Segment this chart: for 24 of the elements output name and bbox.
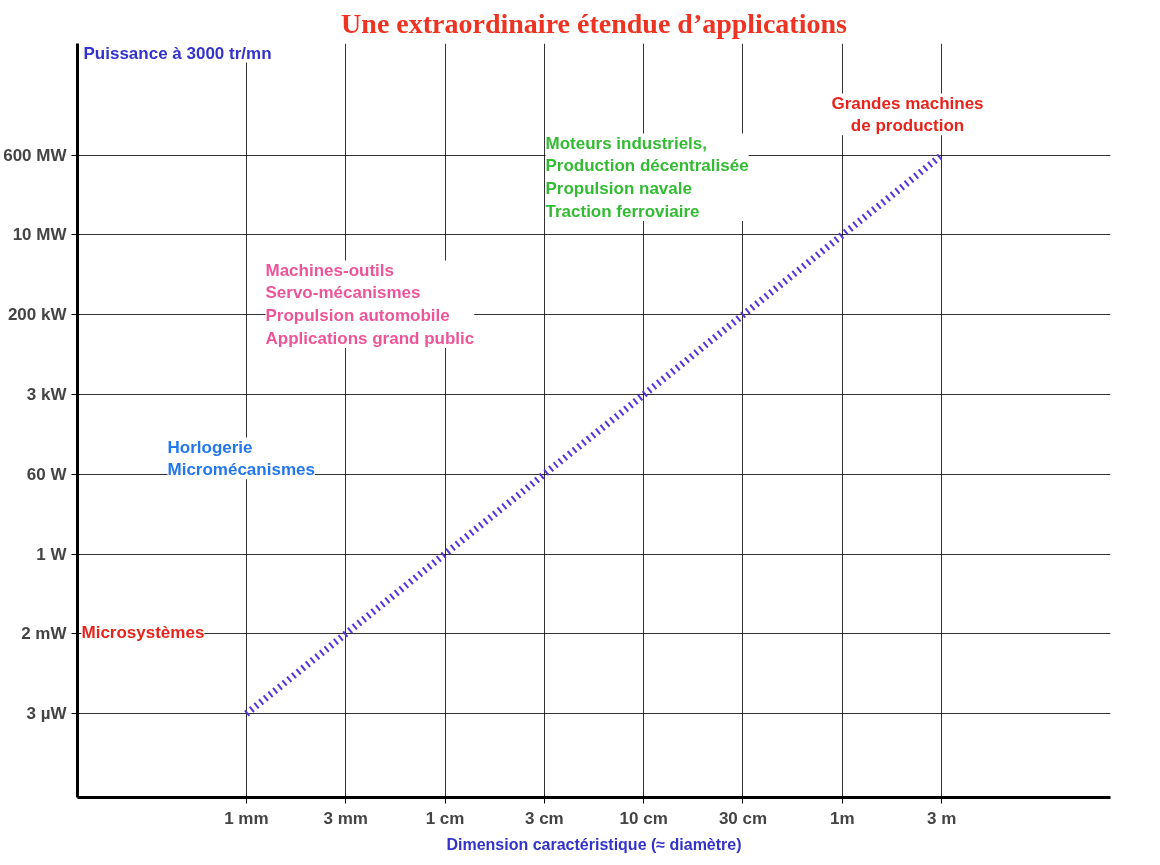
- text: 10 MW: [12, 225, 68, 245]
- text: 3 kW: [26, 385, 68, 405]
- annotation: Horlogerie Micromécanismes: [167, 437, 315, 480]
- chart-title: Une extraordinaire étendue d’applications: [341, 7, 848, 39]
- text: 2 mW: [21, 624, 68, 644]
- x-tick-label: 1 mm: [224, 808, 269, 828]
- x-tick-label: 30 cm: [718, 808, 768, 828]
- text: 200 kW: [7, 305, 68, 325]
- text: 3 µW: [26, 704, 68, 724]
- text: Grandes machines de production: [831, 93, 984, 136]
- text: 600 MW: [3, 145, 68, 165]
- x-tick-label: 3 m: [927, 808, 957, 828]
- x-tick-label: 3 mm: [323, 808, 368, 828]
- x-tick-label: 1 cm: [425, 808, 465, 828]
- annotation: Machines-outils Servo-mécanismes Propulsion automobile Applications grand public: [265, 260, 475, 348]
- x-axis-title: Dimension caractéristique (≈ diamètre): [446, 835, 742, 853]
- text: Puissance à 3000 tr/mn: [83, 43, 272, 63]
- text: 1 W: [36, 544, 68, 564]
- annotation: Microsystèmes: [81, 622, 205, 642]
- x-tick-label: 1m: [830, 808, 855, 828]
- annotation: Moteurs industriels, Production décentralisée Propulsion navale Traction ferroviaire: [545, 133, 749, 221]
- x-tick-label: 3 cm: [524, 808, 564, 828]
- text: 60 W: [26, 464, 68, 484]
- x-tick-label: 10 cm: [619, 808, 668, 828]
